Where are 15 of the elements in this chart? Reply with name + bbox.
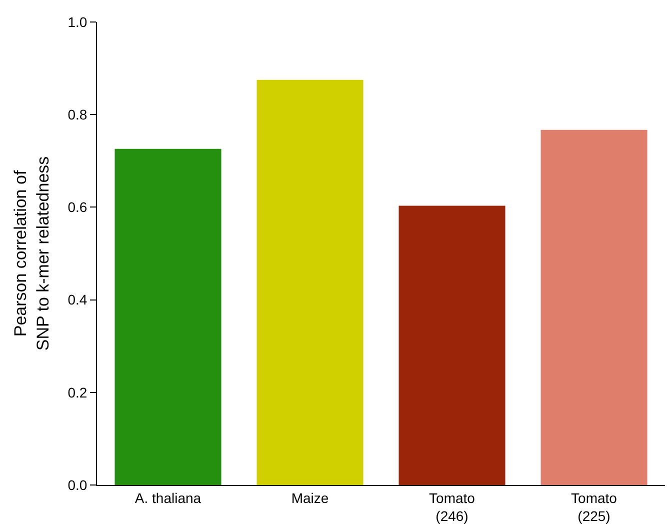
y-tick-label: 0.2 bbox=[68, 384, 88, 400]
y-tick-label: 1.0 bbox=[68, 14, 88, 30]
bar bbox=[540, 130, 648, 485]
y-tick-label: 0.4 bbox=[68, 292, 88, 308]
x-tick-label: Tomato (225) bbox=[571, 490, 618, 524]
y-tick-label: 0.8 bbox=[68, 106, 88, 122]
bar bbox=[256, 80, 364, 485]
x-tick-label: Tomato (246) bbox=[429, 490, 476, 524]
y-axis-title: Pearson correlation of SNP to k-mer relatedness bbox=[11, 156, 52, 351]
x-tick-label: Maize bbox=[291, 490, 329, 506]
y-tick-label: 0.0 bbox=[68, 476, 88, 493]
x-tick-label: A. thaliana bbox=[134, 490, 202, 506]
bar bbox=[114, 148, 222, 485]
bar bbox=[398, 206, 506, 485]
y-tick-label: 0.6 bbox=[68, 199, 88, 216]
